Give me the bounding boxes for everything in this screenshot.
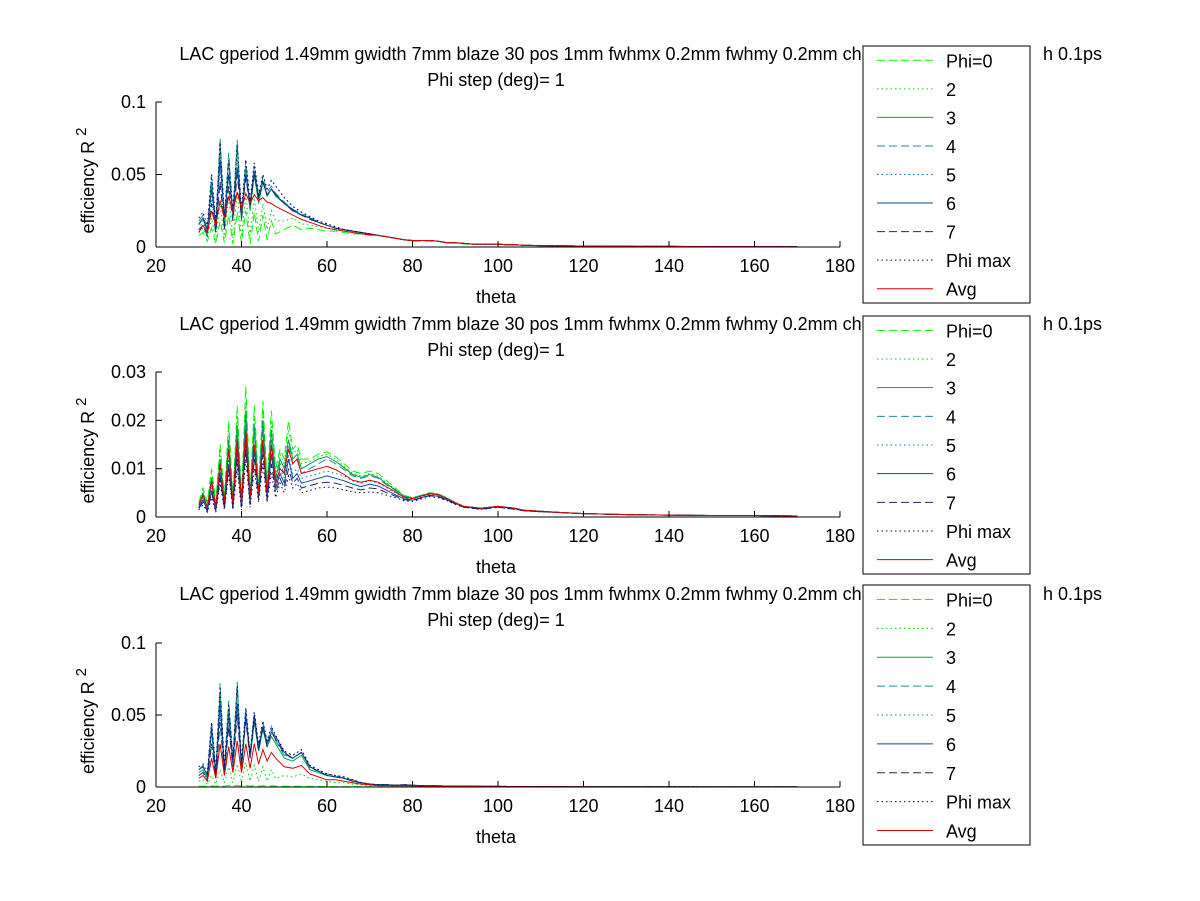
x-tick-label: 140 — [654, 526, 684, 546]
chart-title: LAC gperiod 1.49mm gwidth 7mm blaze 30 p… — [179, 44, 922, 64]
x-tick-label: 40 — [231, 256, 251, 276]
legend-label: 4 — [946, 677, 956, 697]
legend-label: Phi max — [946, 793, 1011, 813]
legend: Phi=0 2 3 4 5 6 7 Phi max Avg — [862, 45, 1031, 304]
legend-label: Phi=0 — [946, 51, 993, 71]
x-tick-label: 160 — [739, 796, 769, 816]
series-line-2 — [198, 762, 798, 787]
legend-label: Phi max — [946, 522, 1011, 542]
legend-label: 3 — [946, 379, 956, 399]
legend-label: Phi=0 — [946, 590, 993, 610]
chart-title: LAC gperiod 1.49mm gwidth 7mm blaze 30 p… — [179, 314, 922, 334]
legend-label: 6 — [946, 194, 956, 214]
x-tick-label: 60 — [317, 796, 337, 816]
y-tick-label: 0.1 — [121, 92, 146, 112]
x-tick-label: 100 — [483, 526, 513, 546]
chart-subtitle: Phi step (deg)= 1 — [427, 340, 565, 360]
chart-title-tail: h 0.1ps — [1043, 584, 1102, 604]
y-tick-label: 0 — [136, 777, 146, 797]
legend-label: 7 — [946, 764, 956, 784]
legend-label: 5 — [946, 436, 956, 456]
legend-label: Avg — [946, 822, 977, 842]
x-tick-label: 80 — [402, 256, 422, 276]
x-tick-label: 160 — [739, 526, 769, 546]
x-axis-label: theta — [476, 287, 517, 307]
y-axis-label: efficiency R 2 — [73, 127, 98, 233]
legend-label: 4 — [946, 407, 956, 427]
x-tick-label: 180 — [825, 256, 855, 276]
chart-title: LAC gperiod 1.49mm gwidth 7mm blaze 30 p… — [179, 584, 922, 604]
legend-label: 4 — [946, 137, 956, 157]
x-tick-label: 80 — [402, 796, 422, 816]
x-tick-label: 140 — [654, 796, 684, 816]
y-tick-label: 0.02 — [111, 410, 146, 430]
legend-label: 7 — [946, 223, 956, 243]
y-tick-label: 0.1 — [121, 633, 146, 653]
series-line-9 — [198, 429, 798, 517]
x-tick-label: 180 — [825, 796, 855, 816]
legend-label: Phi max — [946, 251, 1011, 271]
y-tick-label: 0.03 — [111, 362, 146, 382]
legend: Phi=0 2 3 4 5 6 7 Phi max Avg — [862, 584, 1031, 846]
chart-title-tail: h 0.1ps — [1043, 44, 1102, 64]
series-line-8 — [198, 458, 798, 517]
series-line-5 — [198, 707, 798, 787]
legend-label: 2 — [946, 80, 956, 100]
x-tick-label: 180 — [825, 526, 855, 546]
subplot-stack: LAC gperiod 1.49mm gwidth 7mm blaze 30 p… — [73, 44, 1102, 847]
legend-label: 2 — [946, 350, 956, 370]
legend-label: 3 — [946, 648, 956, 668]
chart-title-tail: h 0.1ps — [1043, 314, 1102, 334]
y-axis-label: efficiency R 2 — [73, 668, 98, 774]
x-tick-label: 100 — [483, 796, 513, 816]
x-tick-label: 120 — [568, 526, 598, 546]
x-tick-label: 40 — [231, 526, 251, 546]
legend: Phi=0 2 3 4 5 6 7 Phi max Avg — [862, 315, 1031, 575]
x-tick-label: 160 — [739, 256, 769, 276]
legend-label: Phi=0 — [946, 321, 993, 341]
legend-label: 5 — [946, 166, 956, 186]
plot-area — [198, 138, 798, 247]
y-tick-label: 0 — [136, 507, 146, 527]
y-axis-label-superscript: 2 — [73, 127, 90, 135]
x-tick-label: 60 — [317, 526, 337, 546]
x-tick-label: 80 — [402, 526, 422, 546]
x-axis-label: theta — [476, 557, 517, 577]
legend-label: 5 — [946, 706, 956, 726]
x-tick-label: 20 — [146, 796, 166, 816]
legend-label: 3 — [946, 108, 956, 128]
x-tick-label: 120 — [568, 796, 598, 816]
plot-area — [198, 386, 798, 517]
x-tick-label: 40 — [231, 796, 251, 816]
x-tick-label: 120 — [568, 256, 598, 276]
x-tick-label: 20 — [146, 256, 166, 276]
y-axis-label-superscript: 2 — [73, 668, 90, 676]
legend-label: 6 — [946, 735, 956, 755]
series-line-9 — [198, 191, 798, 247]
y-tick-label: 0.05 — [111, 705, 146, 725]
subplot-1: LAC gperiod 1.49mm gwidth 7mm blaze 30 p… — [73, 44, 1102, 307]
legend-label: 2 — [946, 619, 956, 639]
y-axis-label: efficiency R 2 — [73, 397, 98, 503]
x-tick-label: 100 — [483, 256, 513, 276]
x-tick-label: 140 — [654, 256, 684, 276]
legend-label: 6 — [946, 465, 956, 485]
subplot-2: LAC gperiod 1.49mm gwidth 7mm blaze 30 p… — [73, 314, 1102, 577]
subplot-3: LAC gperiod 1.49mm gwidth 7mm blaze 30 p… — [73, 584, 1102, 847]
y-tick-label: 0.05 — [111, 165, 146, 185]
chart-subtitle: Phi step (deg)= 1 — [427, 610, 565, 630]
x-tick-label: 20 — [146, 526, 166, 546]
chart-subtitle: Phi step (deg)= 1 — [427, 70, 565, 90]
y-axis-label-superscript: 2 — [73, 397, 90, 405]
legend-label: 7 — [946, 493, 956, 513]
legend-label: Avg — [946, 280, 977, 300]
x-tick-label: 60 — [317, 256, 337, 276]
legend-label: Avg — [946, 551, 977, 571]
y-tick-label: 0 — [136, 237, 146, 257]
x-axis-label: theta — [476, 827, 517, 847]
y-tick-label: 0.01 — [111, 459, 146, 479]
